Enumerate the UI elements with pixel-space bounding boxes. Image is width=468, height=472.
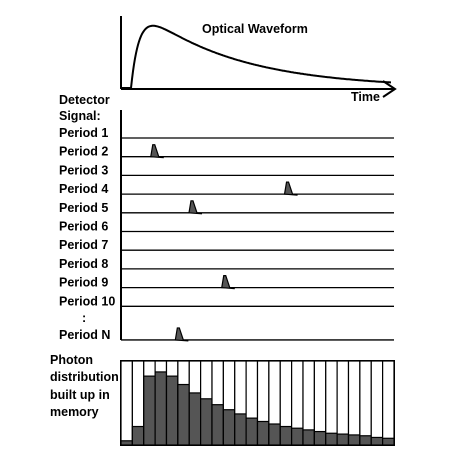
period-label: Period 10 [59,294,115,308]
waveform-title: Optical Waveform [202,22,308,36]
histogram-bar [256,420,270,446]
histogram-bar [370,436,384,446]
histogram-bin [325,360,338,446]
histogram-bin [359,360,372,446]
period-label: Period 3 [59,163,108,177]
histogram-bin [370,360,384,446]
period-label: Period 4 [59,182,108,196]
histogram-title-line-4: memory [50,405,99,419]
histogram-bar [222,409,236,446]
histogram-bar [325,432,338,446]
histogram-bar [268,423,281,446]
histogram-bar [120,440,133,446]
histogram-bin [120,360,133,446]
histogram-bar [245,417,259,446]
period-label: Period 2 [59,145,108,159]
period-label: Period 7 [59,238,108,252]
histogram-bar [200,398,213,446]
histogram-title-line-2: distribution [50,370,119,384]
time-arrowhead [382,80,397,98]
histogram-bar [234,413,247,446]
histogram-bar [279,425,293,446]
period-label: Period 9 [59,276,108,290]
detector-pulse [174,327,189,342]
histogram-bar [211,404,224,446]
histogram-bar [313,430,327,446]
histogram-title-line-1: Photon [50,353,93,367]
period-label: Period N [59,328,110,342]
detector-title-line-2: Signal: [59,109,101,123]
period-label: Period 1 [59,126,108,140]
time-axis-label: Time [351,90,380,104]
period-label: Period 6 [59,220,108,234]
histogram-bar [382,437,395,446]
histogram-bar [336,433,350,446]
optical-waveform-curve [121,24,391,89]
histogram-bars [120,360,395,446]
histogram-bin [382,360,395,446]
detector-pulse [150,144,164,159]
histogram-bin [347,360,361,446]
detector-title-line-1: Detector [59,93,110,107]
histogram-title-line-3: built up in [50,388,110,402]
histogram-bar [347,434,361,446]
histogram-bar [177,383,190,446]
detector-pulse [283,181,298,196]
histogram-panel: Photon distribution built up in memory [50,353,395,446]
histogram-bar [154,371,168,446]
period-label: Period 8 [59,257,108,271]
histogram-bar [302,429,315,446]
histogram-bin [336,360,350,446]
histogram-bar [188,392,202,446]
histogram-bar [291,427,304,446]
period-ellipsis: : [82,311,86,325]
histogram-bar [131,425,145,446]
histogram-bar [143,375,156,446]
period-rows: Period 1 Period 2 Period 3 Period 4 Period 5… [59,126,394,342]
histogram-bar [165,375,179,446]
waveform-panel: Optical Waveform Time [120,16,397,104]
detector-pulse [221,275,235,290]
histogram-bar [359,435,372,446]
detector-pulse [188,200,203,215]
period-label: Period 5 [59,201,108,215]
